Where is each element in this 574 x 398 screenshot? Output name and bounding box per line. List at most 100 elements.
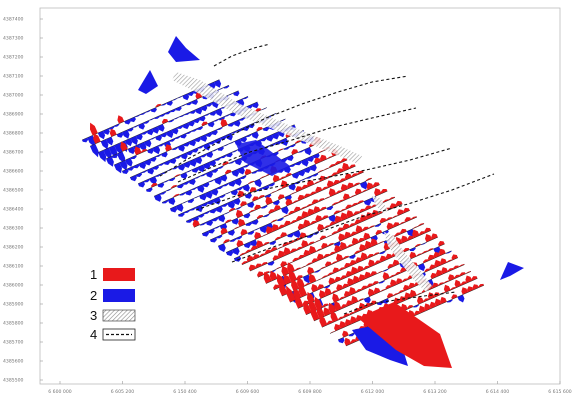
negative-anomaly-fill: [155, 154, 162, 158]
positive-anomaly-fill: [314, 296, 323, 310]
positive-anomaly-fill: [265, 196, 273, 206]
positive-anomaly-fill: [451, 254, 458, 261]
negative-anomaly-fill: [263, 213, 270, 218]
x-tick-label: 6 612 000: [361, 389, 384, 395]
positive-anomaly-fill: [350, 231, 358, 237]
negative-anomaly-fill: [260, 137, 267, 142]
negative-anomaly-fill: [183, 161, 191, 168]
positive-anomaly-fill: [310, 220, 317, 225]
positive-anomaly-fill: [355, 257, 363, 264]
positive-anomaly-fill: [277, 194, 285, 200]
positive-anomaly-fill: [344, 337, 352, 346]
positive-anomaly-fill: [294, 140, 301, 144]
positive-anomaly-fill: [354, 250, 361, 255]
positive-anomaly-fill: [324, 225, 331, 229]
negative-anomaly-fill: [379, 250, 386, 255]
positive-anomaly-fill: [438, 241, 445, 247]
negative-anomaly-fill: [189, 207, 196, 211]
positive-anomaly-fill: [422, 259, 429, 264]
positive-anomaly-fill: [321, 215, 329, 220]
positive-anomaly-fill: [316, 248, 323, 252]
negative-anomaly-fill: [191, 128, 198, 132]
negative-anomaly-fill: [138, 161, 146, 170]
positive-anomaly-fill: [315, 186, 323, 193]
negative-anomaly-fill: [162, 199, 169, 204]
negative-anomaly-fill: [149, 156, 157, 162]
positive-anomaly-fill: [450, 286, 457, 291]
negative-anomaly-fill: [182, 122, 190, 130]
negative-anomaly-fill: [311, 172, 319, 177]
y-tick-label: 4386700: [3, 150, 24, 156]
negative-anomaly-fill: [159, 113, 166, 117]
negative-anomaly-fill: [172, 146, 179, 151]
positive-anomaly-fill: [249, 187, 257, 193]
positive-anomaly-fill: [364, 240, 373, 250]
y-tick-label: 4386300: [3, 226, 24, 232]
legend-swatch-hatched: [102, 309, 136, 322]
positive-anomaly-fill: [297, 194, 305, 201]
positive-anomaly-fill: [300, 206, 307, 210]
negative-anomaly-fill: [166, 129, 174, 138]
positive-anomaly-fill: [309, 191, 317, 196]
positive-anomaly-fill: [319, 314, 328, 328]
positive-anomaly-fill: [338, 267, 346, 271]
positive-anomaly-fill: [429, 264, 436, 270]
y-tick-label: 4385500: [3, 378, 24, 384]
positive-anomaly-fill: [256, 127, 263, 132]
positive-anomaly-fill: [254, 204, 262, 211]
positive-anomaly-fill: [298, 283, 308, 298]
positive-anomaly-fill: [329, 221, 337, 226]
negative-anomaly-fill: [302, 274, 311, 284]
negative-anomaly-fill: [175, 106, 182, 111]
dashed-line: [195, 147, 453, 211]
positive-anomaly-fill: [402, 278, 409, 282]
negative-anomaly-fill: [187, 91, 194, 96]
positive-anomaly-fill: [340, 158, 348, 163]
positive-anomaly-fill: [303, 193, 311, 199]
negative-anomaly-fill: [202, 182, 210, 188]
negative-anomaly-fill: [202, 231, 209, 237]
profile-line: [233, 190, 388, 259]
positive-anomaly-fill: [322, 303, 329, 308]
x-tick-label: 6 150 400: [173, 389, 196, 395]
negative-anomaly-fill: [194, 136, 201, 143]
positive-anomaly-fill: [295, 294, 304, 309]
negative-anomaly-fill: [233, 90, 240, 97]
positive-anomaly-fill: [408, 282, 416, 289]
negative-anomaly-fill: [138, 70, 158, 94]
positive-anomaly-fill: [359, 208, 366, 214]
positive-anomaly-fill: [263, 271, 272, 284]
legend: 1 2 3 4: [90, 267, 136, 342]
hatched-zone: [372, 196, 388, 214]
positive-anomaly-fill: [342, 283, 349, 289]
positive-anomaly-fill: [272, 255, 280, 261]
positive-anomaly-fill: [358, 302, 452, 368]
positive-anomaly-fill: [311, 258, 319, 264]
y-tick-label: 4386800: [3, 131, 24, 137]
positive-anomaly-fill: [362, 226, 369, 232]
positive-anomaly-fill: [438, 282, 444, 286]
negative-anomaly-fill: [230, 189, 238, 196]
negative-anomaly-fill: [214, 137, 222, 144]
positive-anomaly-fill: [308, 273, 317, 284]
positive-anomaly-fill: [392, 222, 400, 228]
positive-anomaly-fill: [352, 275, 361, 284]
negative-anomaly-fill: [209, 110, 217, 116]
negative-anomaly-fill: [208, 140, 216, 145]
negative-anomaly-fill: [233, 197, 241, 205]
negative-anomaly-fill: [238, 117, 245, 121]
negative-anomaly-fill: [144, 139, 152, 148]
positive-anomaly-fill: [273, 284, 280, 290]
negative-anomaly-fill: [219, 223, 228, 231]
negative-anomaly-fill: [168, 119, 174, 123]
positive-anomaly-fill: [291, 278, 300, 291]
negative-anomaly-fill: [191, 147, 199, 153]
negative-anomaly-fill: [256, 187, 263, 192]
negative-anomaly-fill: [245, 133, 252, 138]
positive-anomaly-fill: [329, 251, 336, 256]
negative-anomaly-fill: [220, 154, 227, 159]
y-tick-label: 4386000: [3, 283, 24, 289]
y-axis: 4387400 4387300 4387200 4387100 4387000 43869…: [3, 17, 43, 384]
positive-anomaly-fill: [360, 252, 368, 261]
